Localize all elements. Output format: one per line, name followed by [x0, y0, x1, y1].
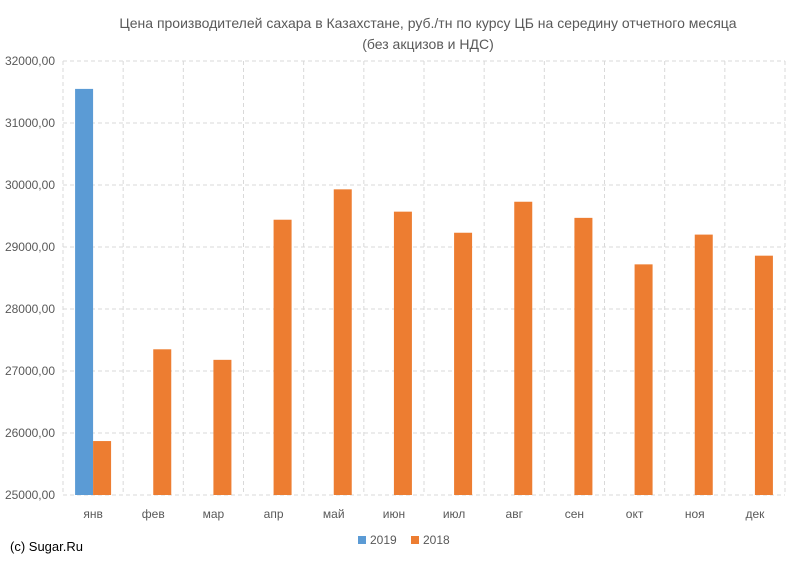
source-text: (c) Sugar.Ru — [10, 539, 83, 554]
bars — [75, 88, 773, 496]
y-tick-label: 30000,00 — [5, 178, 55, 192]
x-tick-label: ноя — [685, 507, 705, 521]
y-tick-label: 32000,00 — [5, 54, 55, 68]
y-tick-label: 29000,00 — [5, 240, 55, 254]
chart-subtitle: (без акцизов и НДС) — [362, 36, 494, 52]
y-tick-label: 28000,00 — [5, 302, 55, 316]
x-tick-label: мар — [203, 507, 225, 521]
bar-2018-янв — [93, 441, 112, 495]
y-tick-label: 25000,00 — [5, 488, 55, 502]
bar-2018-сен — [574, 217, 593, 496]
grid — [62, 60, 786, 496]
bar-2019-янв — [75, 88, 94, 496]
chart-title: Цена производителей сахара в Казахстане,… — [119, 15, 736, 31]
bar-2018-ноя — [694, 234, 713, 495]
legend-swatch-2019 — [358, 536, 366, 544]
bar-2018-мар — [213, 359, 232, 495]
y-axis: 25000,00 26000,00 27000,00 28000,00 29000,00… — [5, 54, 55, 502]
x-tick-label: дек — [745, 507, 765, 521]
x-tick-label: май — [323, 507, 345, 521]
bar-2018-май — [333, 189, 352, 495]
legend: 2019 2018 — [358, 533, 450, 547]
x-tick-label: авг — [506, 507, 524, 521]
x-tick-label: июл — [443, 507, 465, 521]
y-tick-label: 27000,00 — [5, 364, 55, 378]
bar-2018-фев — [153, 349, 172, 495]
legend-swatch-2018 — [411, 536, 419, 544]
x-tick-label: янв — [83, 507, 103, 521]
x-tick-label: окт — [626, 507, 644, 521]
x-tick-label: фев — [142, 507, 165, 521]
x-tick-label: июн — [383, 507, 405, 521]
x-tick-label: апр — [264, 507, 284, 521]
bar-2018-апр — [273, 219, 292, 495]
x-axis: янв фев мар апр май июн июл авг сен окт ноя дек — [83, 507, 765, 521]
bar-2018-дек — [754, 255, 773, 495]
x-tick-label: сен — [565, 507, 584, 521]
bar-2018-июл — [454, 232, 473, 496]
bar-2018-авг — [514, 201, 533, 496]
bar-2018-июн — [393, 211, 412, 495]
legend-label-2019: 2019 — [370, 533, 397, 547]
bar-2018-окт — [634, 264, 653, 495]
y-tick-label: 31000,00 — [5, 116, 55, 130]
y-tick-label: 26000,00 — [5, 426, 55, 440]
legend-label-2018: 2018 — [423, 533, 450, 547]
